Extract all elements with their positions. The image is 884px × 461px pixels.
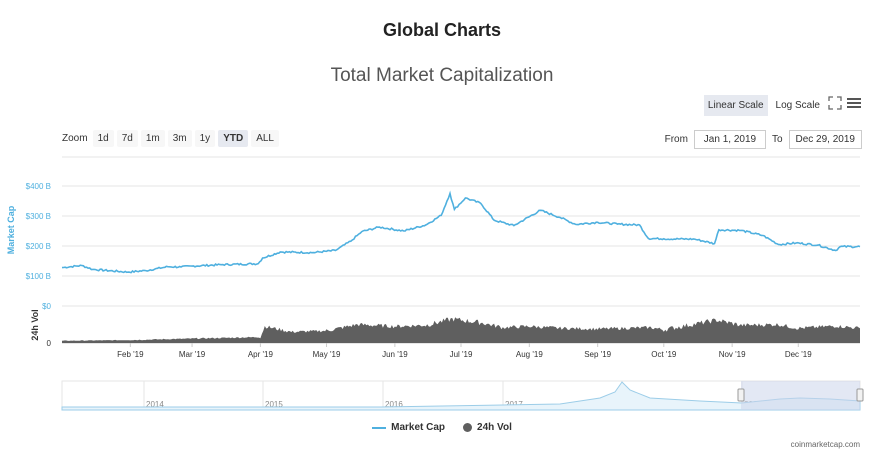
volume-legend-icon bbox=[463, 423, 473, 432]
navigator-left-handle[interactable] bbox=[737, 388, 745, 402]
from-label: From bbox=[664, 134, 688, 145]
y-axis-label-volume: 24h Vol bbox=[30, 309, 40, 340]
chart-canvas: $100 B $200 B $300 B $400 B 0 $0 Market … bbox=[6, 156, 864, 411]
x-tick-label: Dec '19 bbox=[785, 350, 812, 359]
market-cap-legend-icon bbox=[372, 426, 387, 429]
credit-text: coinmarketcap.com bbox=[790, 440, 860, 449]
x-tick-label: Oct '19 bbox=[651, 350, 677, 359]
navigator-year-label: 2016 bbox=[385, 400, 403, 409]
y-axis-label-market-cap: Market Cap bbox=[6, 205, 16, 254]
y-tick-400b: $400 B bbox=[26, 182, 51, 191]
zoom-7d-button[interactable]: 7d bbox=[116, 130, 138, 147]
x-tick-label: Mar '19 bbox=[179, 350, 206, 359]
x-tick-label: May '19 bbox=[313, 350, 341, 359]
fullscreen-icon[interactable] bbox=[828, 96, 842, 115]
zoom-1y-button[interactable]: 1y bbox=[194, 130, 216, 147]
from-date-input[interactable]: Jan 1, 2019 bbox=[693, 130, 766, 149]
navigator-right-handle[interactable] bbox=[856, 388, 864, 402]
linear-scale-button[interactable]: Linear Scale bbox=[703, 95, 768, 116]
navigator-selected-range[interactable] bbox=[741, 381, 860, 410]
zoom-ytd-button[interactable]: YTD bbox=[218, 130, 249, 147]
y-tick-200b: $200 B bbox=[26, 242, 51, 251]
x-tick-label: Jul '19 bbox=[450, 350, 473, 359]
legend-label-market-cap: Market Cap bbox=[391, 422, 446, 433]
volume-series-area bbox=[62, 317, 860, 343]
zoom-label: Zoom bbox=[62, 133, 88, 144]
legend-item-volume[interactable]: 24h Vol bbox=[463, 422, 512, 433]
legend-label-volume: 24h Vol bbox=[477, 422, 512, 433]
legend-item-market-cap[interactable]: Market Cap bbox=[372, 422, 445, 433]
x-tick-label: Aug '19 bbox=[516, 350, 543, 359]
page-title: Global Charts bbox=[382, 20, 502, 40]
zoom-all-button[interactable]: ALL bbox=[251, 130, 279, 147]
vol-tick-0: 0 bbox=[47, 339, 52, 348]
vol-tick-top: $0 bbox=[42, 302, 51, 311]
zoom-1d-button[interactable]: 1d bbox=[92, 130, 114, 147]
market-cap-series-line bbox=[61, 190, 861, 274]
navigator-year-label: 2015 bbox=[265, 400, 283, 409]
chart-title: Total Market Capitalization bbox=[330, 65, 554, 86]
x-tick-label: Feb '19 bbox=[117, 350, 144, 359]
zoom-1m-button[interactable]: 1m bbox=[140, 130, 165, 147]
zoom-3m-button[interactable]: 3m bbox=[167, 130, 192, 147]
to-date-input[interactable]: Dec 29, 2019 bbox=[788, 130, 862, 149]
date-range: From Jan 1, 2019 To Dec 29, 2019 bbox=[665, 130, 862, 149]
chart-toolbar: Linear Scale Log Scale bbox=[703, 95, 862, 116]
x-tick-label: Jun '19 bbox=[382, 350, 408, 359]
x-tick-label: Sep '19 bbox=[584, 350, 611, 359]
navigator-year-label: 2014 bbox=[146, 400, 164, 409]
to-label: To bbox=[771, 134, 783, 145]
x-tick-label: Apr '19 bbox=[248, 350, 274, 359]
log-scale-button[interactable]: Log Scale bbox=[775, 100, 820, 111]
y-tick-300b: $300 B bbox=[26, 212, 51, 221]
y-tick-100b: $100 B bbox=[26, 272, 51, 281]
chart-legend: Market Cap 24h Vol bbox=[0, 422, 884, 433]
zoom-selector: Zoom 1d 7d 1m 3m 1y YTD ALL bbox=[62, 130, 279, 147]
x-axis-ticks: Feb '19 Mar '19 Apr '19 May '19 Jun '19 Jul '… bbox=[117, 343, 812, 359]
x-tick-label: Nov '19 bbox=[719, 350, 746, 359]
menu-icon[interactable] bbox=[846, 96, 862, 115]
